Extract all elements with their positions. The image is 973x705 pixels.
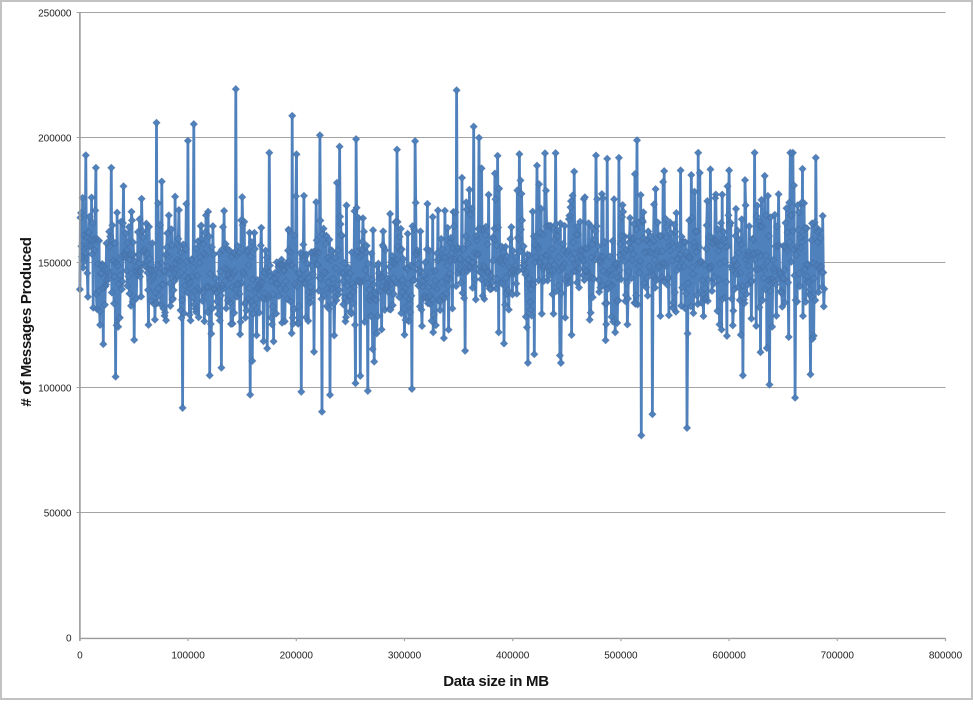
svg-text:150000: 150000 xyxy=(38,259,72,270)
svg-text:200000: 200000 xyxy=(280,650,314,661)
svg-text:300000: 300000 xyxy=(388,650,422,661)
svg-text:50000: 50000 xyxy=(44,509,72,520)
svg-text:# of Messages Produced: # of Messages Produced xyxy=(18,237,35,406)
svg-text:700000: 700000 xyxy=(821,650,855,661)
svg-text:200000: 200000 xyxy=(38,133,72,144)
svg-text:400000: 400000 xyxy=(496,650,530,661)
svg-text:0: 0 xyxy=(77,650,83,661)
svg-text:Data size in MB: Data size in MB xyxy=(443,673,549,690)
svg-text:100000: 100000 xyxy=(38,384,72,395)
svg-text:800000: 800000 xyxy=(929,650,963,661)
svg-text:100000: 100000 xyxy=(171,650,205,661)
svg-text:250000: 250000 xyxy=(38,8,72,19)
svg-text:0: 0 xyxy=(66,634,72,645)
svg-text:600000: 600000 xyxy=(712,650,746,661)
svg-text:500000: 500000 xyxy=(604,650,638,661)
